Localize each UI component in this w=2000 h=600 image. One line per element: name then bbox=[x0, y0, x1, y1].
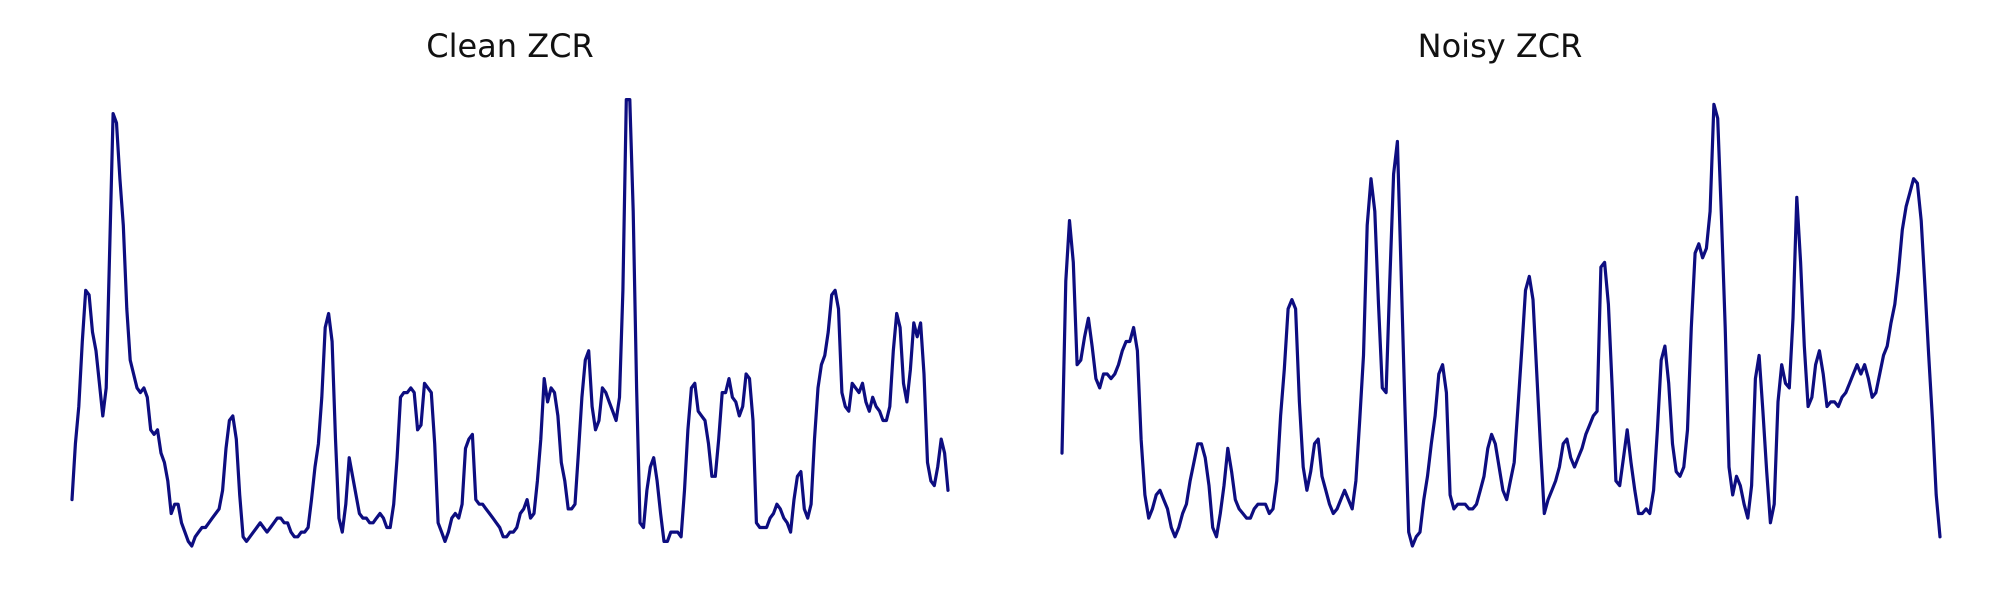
noisy-zcr-title: Noisy ZCR bbox=[1418, 27, 1583, 65]
clean-zcr-series-line bbox=[70, 98, 950, 548]
clean-zcr-panel: Clean ZCR bbox=[70, 27, 950, 548]
noisy-zcr-panel: Noisy ZCR bbox=[1060, 27, 1942, 548]
clean-zcr-title: Clean ZCR bbox=[426, 27, 593, 65]
noisy-zcr-series-line bbox=[1060, 102, 1942, 548]
